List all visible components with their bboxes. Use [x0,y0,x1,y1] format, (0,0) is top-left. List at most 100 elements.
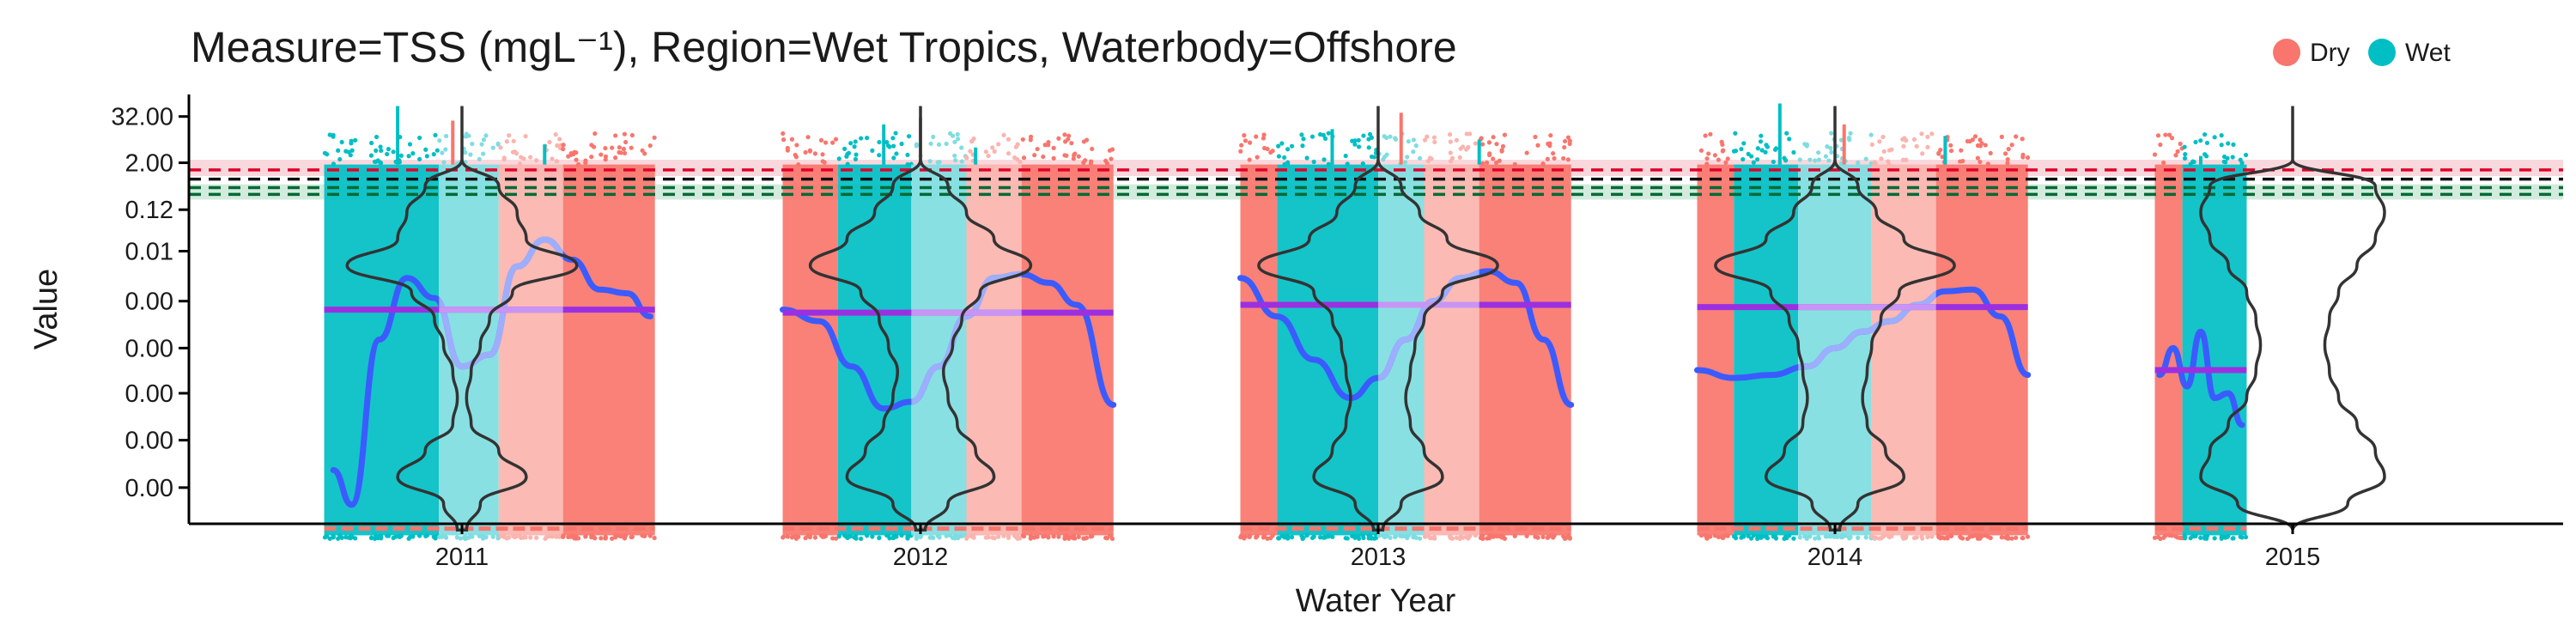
data-point [621,146,627,152]
data-point [1716,157,1721,162]
data-point [1066,536,1072,541]
data-point [1242,534,1249,539]
x-tick-label: 2012 [893,544,949,571]
data-point [1879,536,1884,541]
data-point [629,534,635,539]
data-point [1758,139,1764,144]
data-point [793,536,799,541]
data-point [2223,160,2228,165]
data-point [1268,536,1273,541]
data-point [2158,536,2163,542]
data-point [794,143,799,148]
data-point [511,138,516,143]
data-point [1772,534,1778,539]
data-point [1350,533,1355,538]
data-point [2188,161,2193,167]
data-point [1352,142,1358,147]
data-point [1242,133,1247,138]
data-point [2193,139,2198,145]
data-point [1081,139,1087,144]
season-strip-2013-4 [1479,164,1571,536]
data-point [1479,136,1484,141]
data-point [571,151,576,157]
data-point [1759,133,1764,138]
data-point [385,151,390,157]
data-point [1825,144,1830,149]
data-point [1540,161,1546,167]
data-point [507,535,512,540]
data-point [1759,535,1764,540]
data-point [468,532,473,538]
data-point [440,534,445,539]
data-point [955,536,961,541]
data-point [935,533,940,538]
data-point [1497,158,1502,163]
data-point [2231,142,2236,147]
data-point [1704,156,1710,161]
data-point [2182,533,2187,538]
data-point [571,533,576,538]
data-point [1863,156,1868,161]
data-point [1343,536,1348,541]
trend-line-2015 [2156,328,2245,428]
data-point [331,161,337,167]
data-point [1304,532,1309,538]
season-strip-2013-3 [1424,164,1479,536]
data-point [1797,535,1802,540]
data-point [2025,534,2031,539]
data-point [1392,534,1398,540]
data-point [1741,141,1747,146]
data-point [1361,535,1366,541]
data-point [1940,155,1945,160]
data-point [642,533,647,539]
data-point [1547,141,1552,146]
data-point [1901,143,1906,149]
data-point [1985,161,1990,167]
data-point [803,536,808,541]
data-point [1366,137,1371,142]
data-point [1005,535,1012,540]
data-point [555,143,560,149]
data-point [893,533,898,538]
data-point [986,154,991,159]
data-point [1975,143,1981,149]
data-point [1285,536,1291,541]
data-point [2198,535,2203,540]
data-point [1360,161,1365,167]
data-point [1889,147,1894,152]
data-point [885,533,891,538]
data-point [1561,155,1566,161]
data-point [891,155,896,161]
data-point [528,155,533,160]
data-point [1856,535,1861,540]
data-point [852,144,857,149]
data-point [781,137,787,143]
data-point [417,135,422,141]
data-point [2243,534,2249,540]
data-point [490,145,495,150]
data-point [1829,149,1834,155]
data-point [468,152,473,157]
data-point [952,153,957,158]
data-point [1051,145,1056,150]
data-point [603,145,608,151]
data-point [337,532,343,538]
data-point [1356,144,1362,149]
data-point [964,536,969,541]
data-point [1035,146,1040,152]
data-point [379,148,384,154]
data-point [1751,160,1756,165]
data-point [1265,146,1270,152]
data-point [589,155,594,160]
data-point [969,533,975,539]
data-point [349,138,354,143]
data-point [501,155,507,161]
data-point [1001,533,1006,538]
data-point [1716,534,1721,540]
data-point [1015,536,1020,541]
data-point [944,533,949,538]
data-point [1565,532,1571,538]
data-point [1797,157,1802,162]
data-point [618,534,623,539]
data-point [613,155,618,161]
